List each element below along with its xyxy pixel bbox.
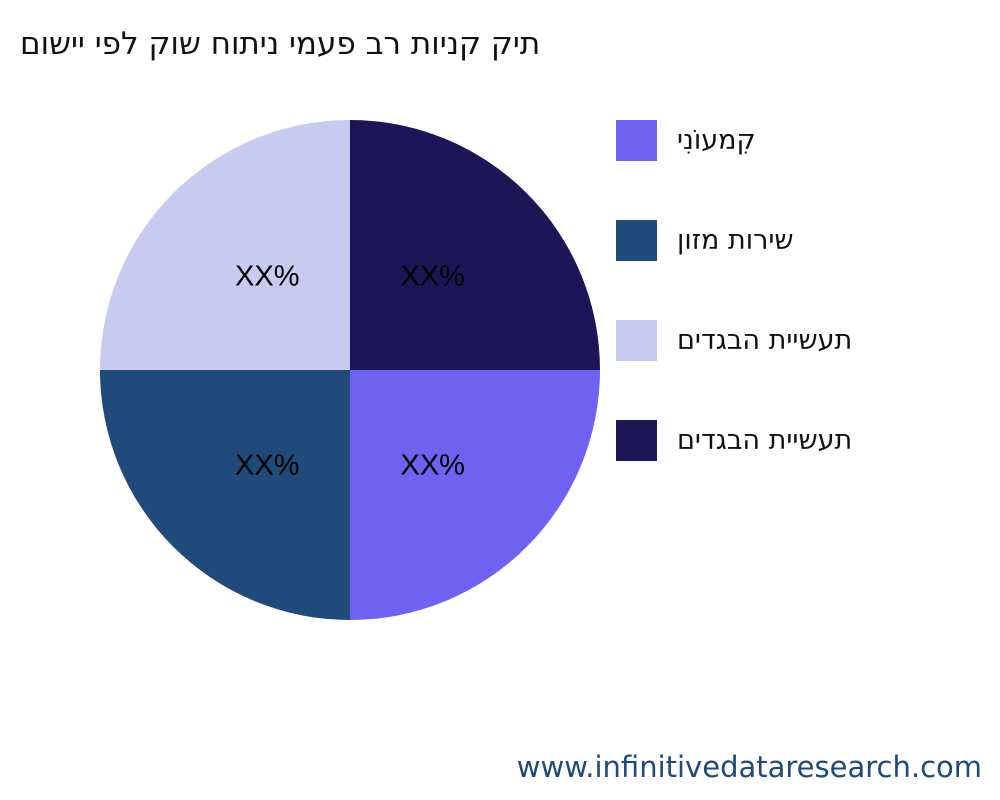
legend-label: קִמעוֹנִי xyxy=(677,124,756,156)
slice-label: XX% xyxy=(400,450,464,482)
legend-item: תעשיית הבגדים xyxy=(616,319,852,361)
legend-label: תעשיית הבגדים xyxy=(677,324,853,356)
legend-label: שירות מזון xyxy=(677,224,794,256)
legend-item: קִמעוֹנִי xyxy=(616,119,756,161)
legend-swatch xyxy=(616,419,657,461)
slice-label: XX% xyxy=(235,260,299,292)
legend-swatch xyxy=(616,219,657,261)
legend-swatch xyxy=(616,119,657,161)
pie-slice xyxy=(100,370,350,620)
pie-slice xyxy=(100,120,350,370)
slice-label: XX% xyxy=(400,260,464,292)
chart-title: תיק קניות רב פעמי ניתוח שוק לפי יישום xyxy=(20,26,541,62)
legend-item: שירות מזון xyxy=(616,219,794,261)
legend-item: תעשיית הבגדים xyxy=(616,419,852,461)
slice-label: XX% xyxy=(235,450,299,482)
legend-label: תעשיית הבגדים xyxy=(677,424,853,456)
pie-slice xyxy=(350,120,600,370)
legend-swatch xyxy=(616,319,657,361)
pie-slice xyxy=(350,370,600,620)
watermark: www.infinitivedataresearch.com xyxy=(516,750,982,784)
